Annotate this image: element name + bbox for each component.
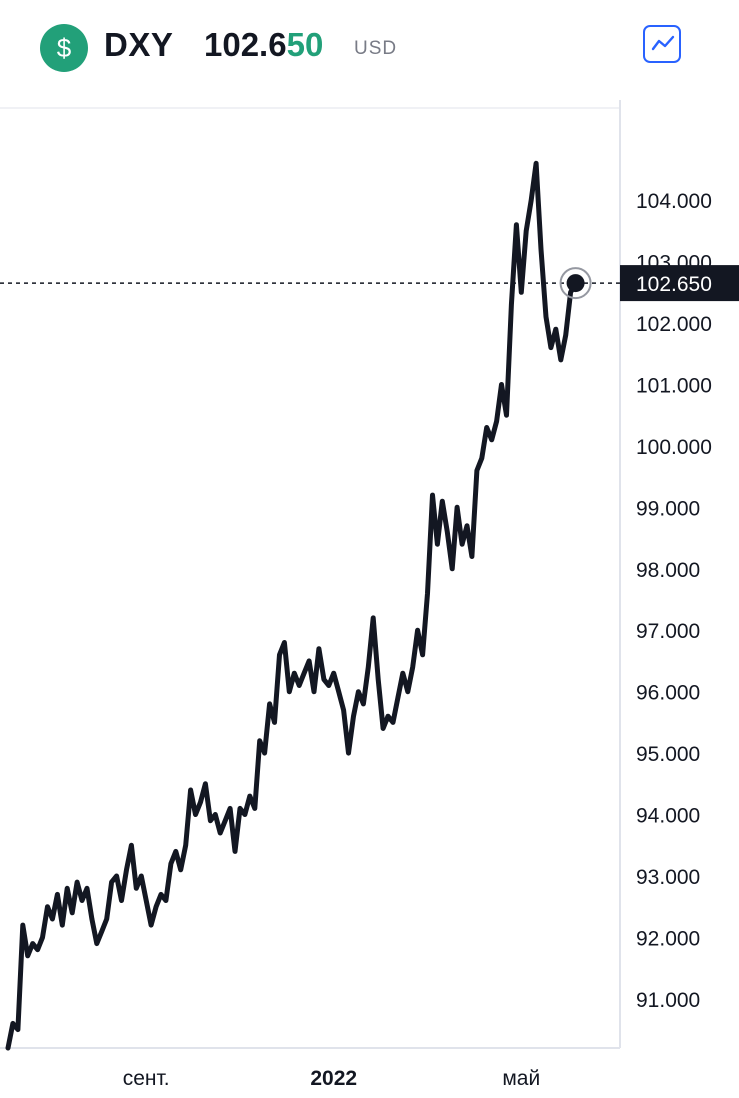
header: $ DXY 102.650 USD: [0, 0, 739, 96]
price-highlight: 50: [286, 26, 324, 63]
y-tick-label: 92.000: [636, 927, 700, 950]
last-price-marker-ring: [559, 267, 592, 300]
price-line-series: [5, 160, 579, 1051]
last-price-label-bg: [620, 265, 739, 302]
chart-type-button[interactable]: [643, 25, 681, 63]
y-tick-label: 98.000: [636, 559, 700, 582]
last-price-marker: [566, 274, 585, 293]
y-tick-label: 99.000: [636, 497, 700, 520]
y-tick-label: 101.000: [636, 374, 712, 397]
y-tick-label: 97.000: [636, 620, 700, 643]
current-price: 102.650: [204, 26, 323, 64]
y-tick-label: 104.000: [636, 190, 712, 213]
y-tick-label: 100.000: [636, 436, 712, 459]
dollar-icon: $: [40, 24, 88, 72]
price-chart: 91.000 92.000 93.000 94.000 95.000 96.000 97.0…: [0, 100, 739, 1090]
logo-symbol: $: [56, 33, 72, 63]
price-main: 102.6: [204, 26, 287, 63]
last-price-label: 102.650: [636, 273, 712, 296]
ticker-symbol: DXY: [104, 26, 174, 63]
x-tick-label: 2022: [310, 1067, 357, 1090]
line-chart-icon: [651, 35, 675, 51]
y-tick-label: 96.000: [636, 682, 700, 705]
y-tick-label: 91.000: [636, 989, 700, 1012]
x-tick-label: сент.: [123, 1067, 170, 1090]
y-tick-label: 93.000: [636, 866, 700, 889]
y-tick-label: 94.000: [636, 805, 700, 828]
currency-label: USD: [354, 38, 398, 59]
x-tick-label: май: [502, 1067, 540, 1090]
y-tick-label: 102.000: [636, 313, 712, 336]
y-tick-label: 95.000: [636, 743, 700, 766]
